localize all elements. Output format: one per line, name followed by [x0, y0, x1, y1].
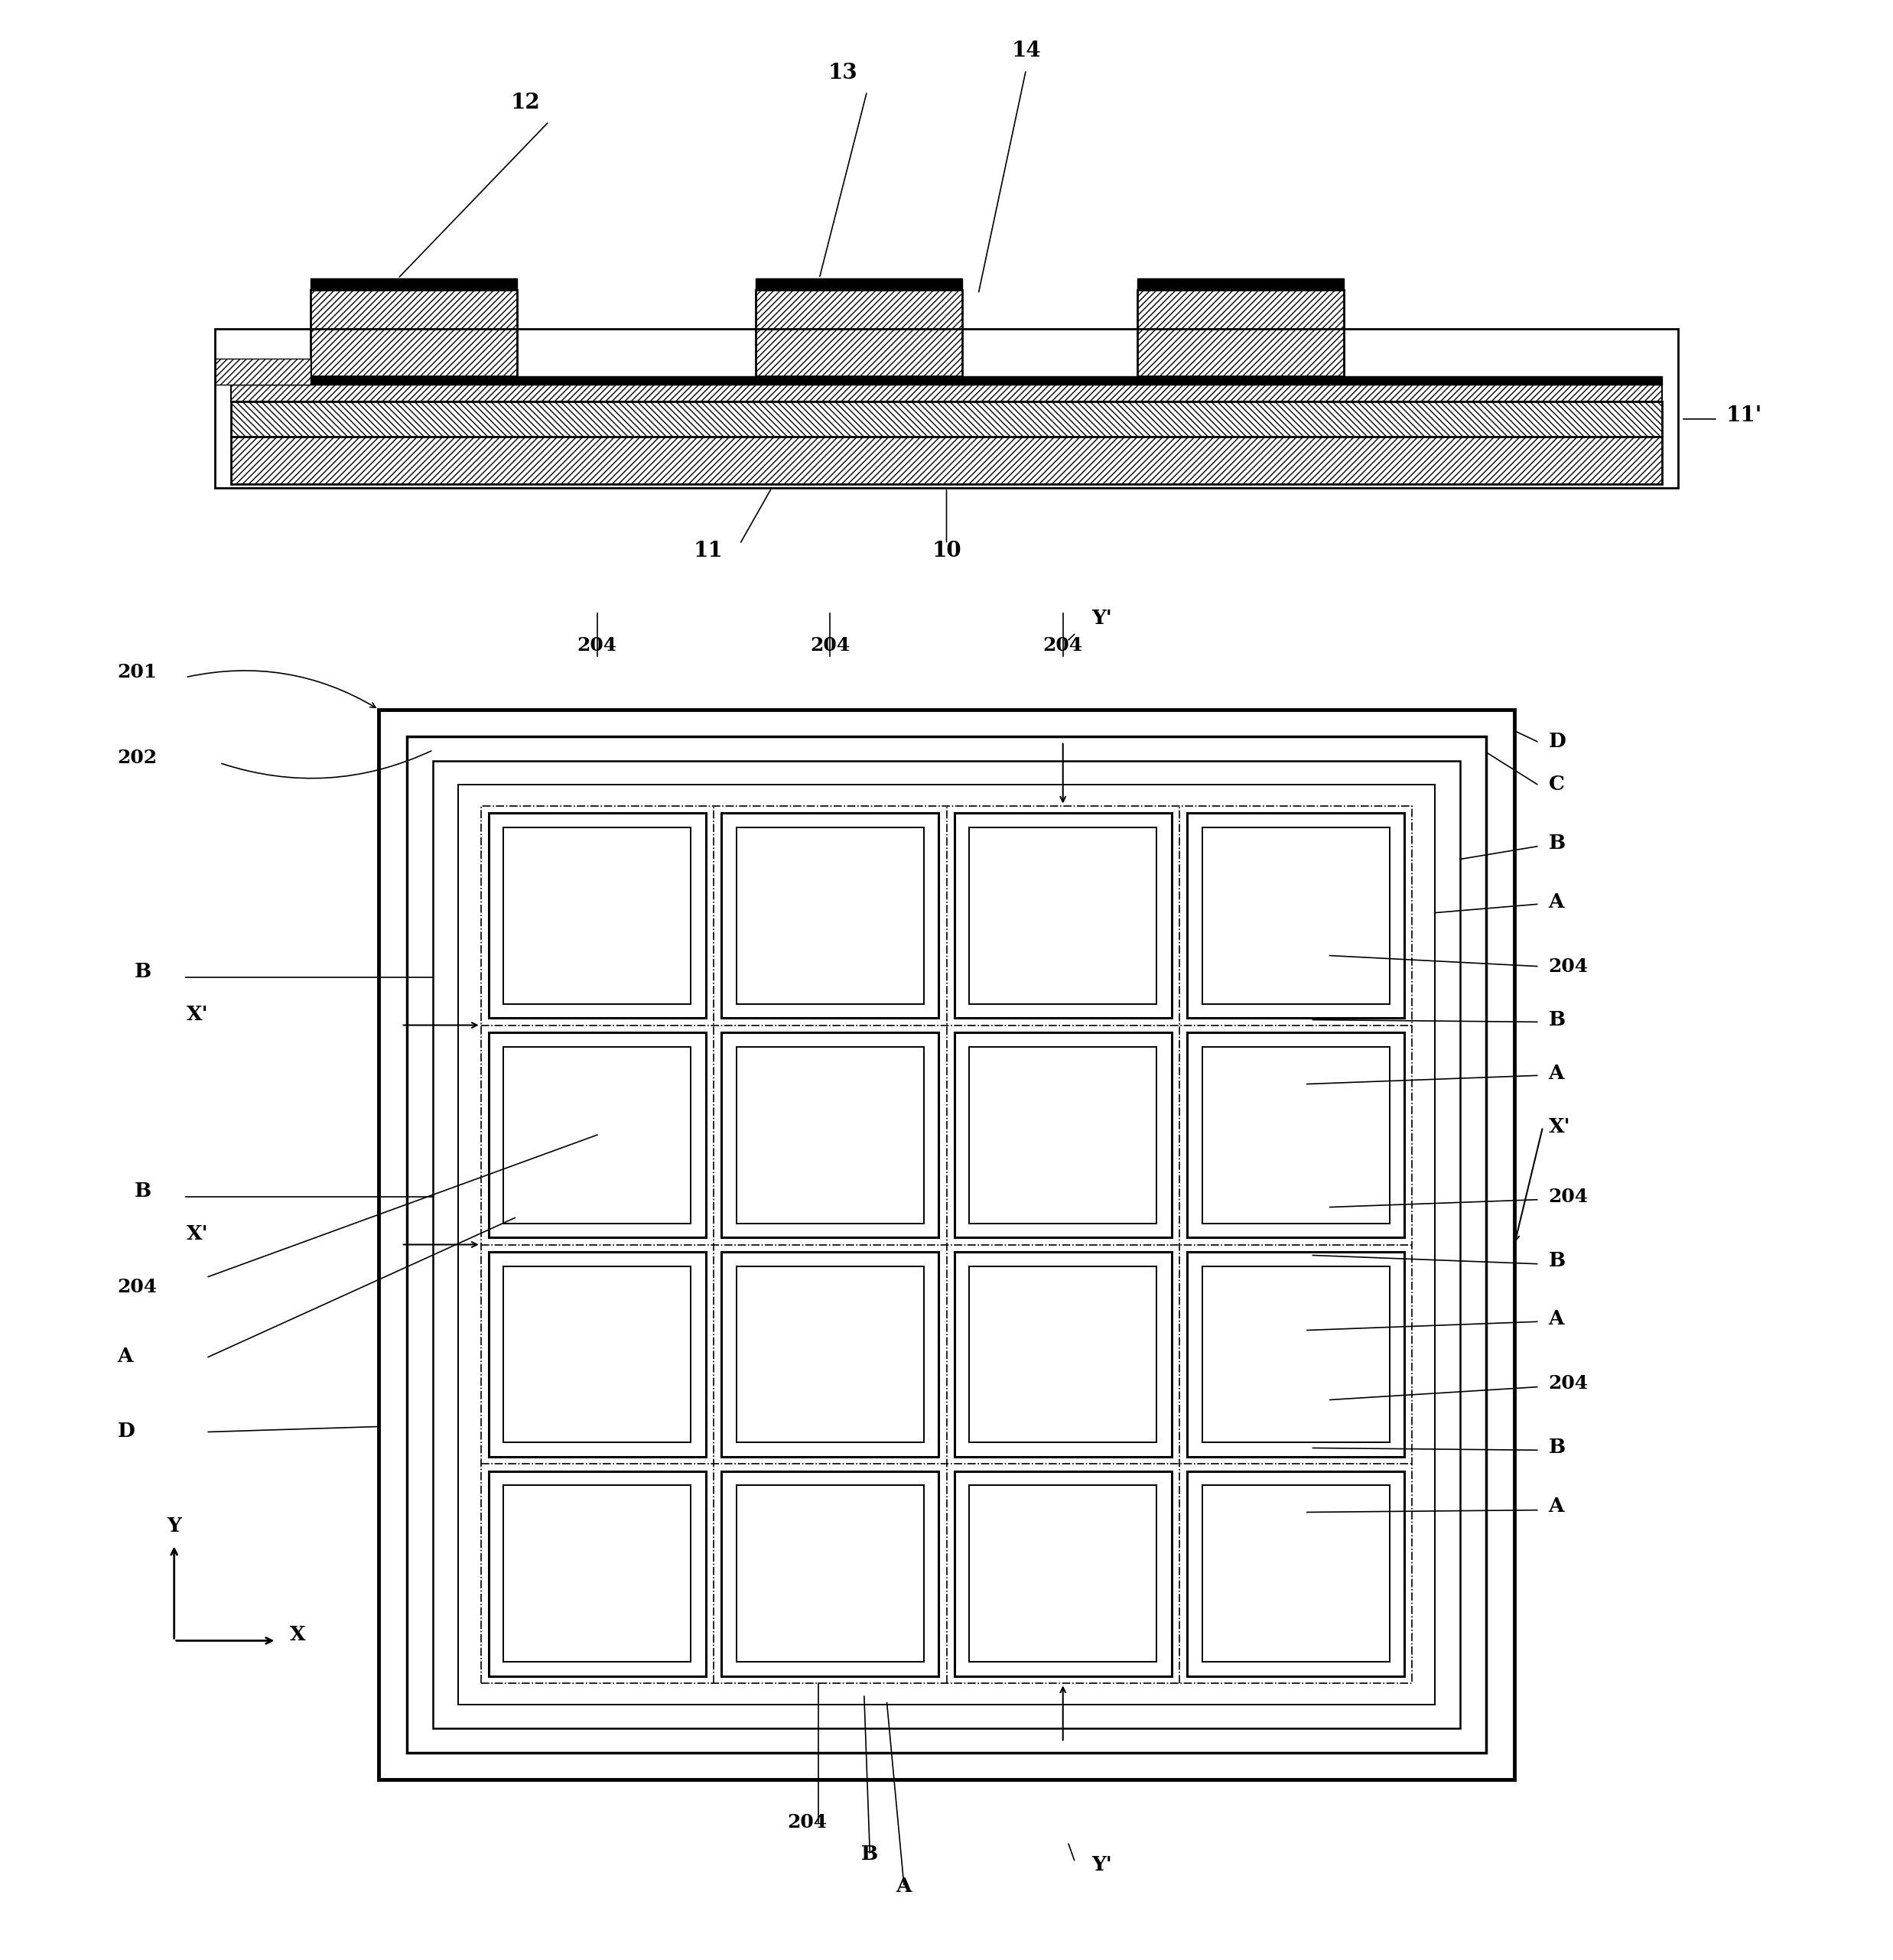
- Text: 13: 13: [829, 63, 858, 82]
- Bar: [488, 1252, 706, 1456]
- Text: B: B: [134, 1182, 151, 1200]
- Bar: [504, 1047, 691, 1223]
- Text: 204: 204: [1043, 635, 1083, 655]
- Text: 14: 14: [1011, 41, 1041, 61]
- Bar: [458, 784, 1435, 1705]
- Bar: [231, 384, 1662, 402]
- Text: 204: 204: [1548, 1374, 1588, 1394]
- Bar: [721, 1033, 939, 1237]
- Text: 11': 11': [1726, 406, 1762, 425]
- Text: B: B: [1548, 1439, 1566, 1456]
- Bar: [231, 402, 1662, 437]
- Bar: [504, 1266, 691, 1443]
- Text: X: X: [290, 1625, 307, 1644]
- Bar: [488, 1033, 706, 1237]
- Text: 204: 204: [1548, 1188, 1588, 1205]
- Bar: [721, 1252, 939, 1456]
- Text: B: B: [134, 962, 151, 980]
- Text: A: A: [895, 1878, 912, 1895]
- Text: C: C: [1548, 774, 1564, 794]
- Bar: [721, 813, 939, 1017]
- Text: B: B: [1548, 1009, 1566, 1029]
- Text: A: A: [1548, 1497, 1564, 1515]
- Bar: [755, 278, 962, 290]
- Text: 204: 204: [1548, 956, 1588, 976]
- Bar: [407, 737, 1486, 1752]
- Bar: [1202, 1047, 1389, 1223]
- Bar: [231, 376, 1662, 384]
- Text: A: A: [1548, 1064, 1564, 1082]
- Text: 204: 204: [117, 1278, 157, 1298]
- Text: 204: 204: [810, 635, 850, 655]
- Bar: [1138, 278, 1344, 290]
- Text: D: D: [117, 1423, 134, 1441]
- Bar: [216, 359, 310, 384]
- Bar: [736, 1486, 924, 1662]
- Bar: [954, 1033, 1172, 1237]
- Bar: [954, 1472, 1172, 1676]
- Bar: [954, 813, 1172, 1017]
- Text: X': X': [1548, 1117, 1571, 1137]
- Bar: [969, 1047, 1157, 1223]
- Bar: [481, 806, 1412, 1684]
- Text: 201: 201: [117, 662, 157, 680]
- Text: B: B: [861, 1844, 878, 1864]
- Bar: [433, 760, 1460, 1729]
- Text: Y': Y': [1090, 1856, 1111, 1874]
- Bar: [736, 827, 924, 1004]
- Bar: [1202, 827, 1389, 1004]
- Text: A: A: [1548, 892, 1564, 911]
- Bar: [721, 1472, 939, 1676]
- Text: 202: 202: [117, 749, 157, 766]
- Text: Y: Y: [167, 1517, 182, 1535]
- Bar: [1202, 1266, 1389, 1443]
- Bar: [504, 827, 691, 1004]
- Text: 204: 204: [577, 635, 617, 655]
- Bar: [1187, 1472, 1405, 1676]
- Bar: [216, 329, 1677, 488]
- Bar: [488, 813, 706, 1017]
- Bar: [1138, 290, 1344, 376]
- Bar: [310, 278, 517, 290]
- Bar: [969, 1266, 1157, 1443]
- Bar: [1187, 1033, 1405, 1237]
- Bar: [1202, 1486, 1389, 1662]
- Bar: [755, 290, 962, 376]
- Bar: [1187, 813, 1405, 1017]
- Bar: [736, 1266, 924, 1443]
- Text: A: A: [1548, 1309, 1564, 1329]
- Text: B: B: [1548, 833, 1566, 853]
- Bar: [736, 1047, 924, 1223]
- Text: 10: 10: [931, 541, 962, 563]
- Text: 12: 12: [511, 92, 540, 114]
- Text: A: A: [117, 1347, 133, 1366]
- Bar: [954, 1252, 1172, 1456]
- Bar: [504, 1486, 691, 1662]
- Text: X': X': [186, 1005, 208, 1023]
- Bar: [969, 827, 1157, 1004]
- Bar: [488, 1472, 706, 1676]
- Text: Y': Y': [1090, 608, 1111, 627]
- Bar: [310, 290, 517, 376]
- Bar: [231, 437, 1662, 484]
- Text: 204: 204: [787, 1813, 827, 1833]
- Bar: [1187, 1252, 1405, 1456]
- Bar: [969, 1486, 1157, 1662]
- Bar: [379, 710, 1514, 1780]
- Text: B: B: [1548, 1250, 1566, 1270]
- Text: X': X': [186, 1223, 208, 1243]
- Text: 11: 11: [693, 541, 723, 563]
- Text: D: D: [1548, 731, 1566, 751]
